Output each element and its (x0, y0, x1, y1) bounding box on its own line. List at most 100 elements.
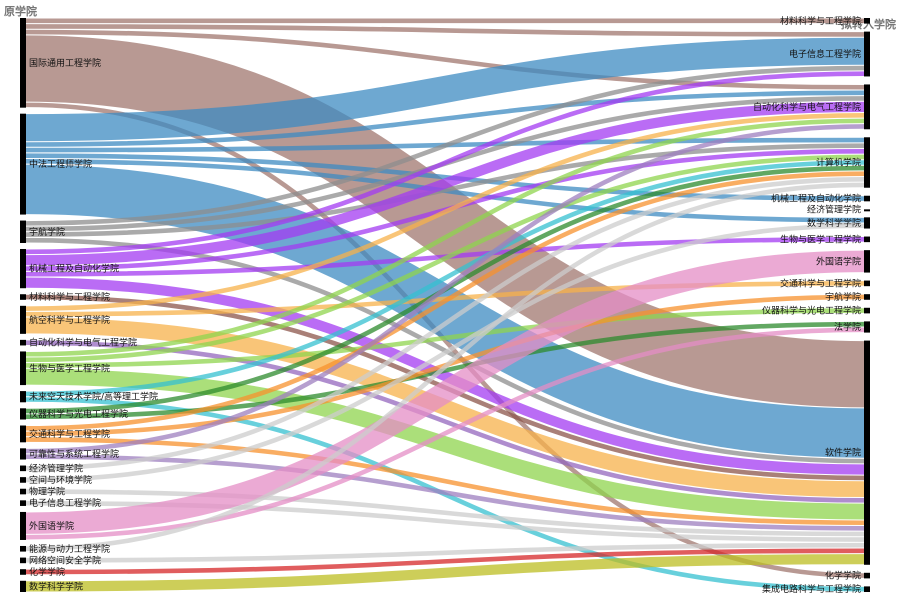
sankey-link[interactable] (25, 542, 865, 563)
sankey-link[interactable] (25, 171, 865, 431)
source-node-label: 未来空天技术学院/高等理工学院 (29, 391, 158, 403)
source-node-label: 材料科学与工程学院 (29, 291, 110, 303)
target-node[interactable] (864, 18, 870, 24)
sankey-link[interactable] (25, 340, 865, 503)
target-node[interactable] (864, 307, 870, 314)
target-node-label: 化学学院 (825, 570, 861, 582)
source-node-label: 交通科学与工程学院 (29, 428, 110, 440)
source-node[interactable] (20, 294, 26, 300)
sankey-link[interactable] (25, 101, 865, 266)
sankey-link[interactable] (25, 160, 865, 397)
sankey-link[interactable] (25, 327, 865, 540)
sankey-link[interactable] (25, 71, 865, 255)
source-node[interactable] (20, 488, 26, 495)
source-node[interactable] (20, 580, 26, 592)
sankey-link[interactable] (25, 35, 865, 408)
source-node[interactable] (20, 511, 26, 540)
sankey-link[interactable] (25, 437, 865, 526)
sankey-link[interactable] (25, 177, 865, 471)
target-node[interactable] (864, 572, 870, 579)
sankey-link[interactable] (25, 368, 865, 520)
source-node-label: 自动化科学与电气工程学院 (29, 337, 137, 349)
target-node[interactable] (864, 294, 870, 300)
source-node-label: 外国语学院 (29, 520, 74, 532)
source-node-label: 航空科学与工程学院 (29, 314, 110, 326)
source-column-header: 原学院 (4, 5, 37, 18)
source-node[interactable] (20, 569, 26, 575)
sankey-link[interactable] (25, 37, 865, 142)
source-node-label: 生物与医学工程学院 (29, 362, 110, 374)
source-node-label: 数学科学学院 (29, 580, 83, 592)
sankey-link[interactable] (25, 223, 865, 483)
source-node[interactable] (20, 351, 26, 386)
target-node[interactable] (864, 209, 870, 212)
source-node[interactable] (20, 465, 26, 472)
sankey-link[interactable] (25, 250, 865, 534)
source-node[interactable] (20, 18, 26, 108)
source-node[interactable] (20, 305, 26, 334)
source-node-label: 化学学院 (29, 566, 65, 578)
sankey-link[interactable] (25, 182, 865, 552)
sankey-link[interactable] (25, 112, 865, 311)
sankey-link[interactable] (25, 90, 865, 147)
target-node[interactable] (864, 236, 870, 243)
source-node-label: 国际通用工程学院 (29, 57, 101, 69)
source-node[interactable] (20, 545, 26, 552)
target-node[interactable] (864, 340, 870, 565)
sankey-link[interactable] (25, 164, 865, 458)
source-node[interactable] (20, 557, 26, 564)
sankey-link[interactable] (25, 554, 865, 592)
source-node[interactable] (20, 391, 26, 403)
source-node[interactable] (20, 408, 26, 420)
target-node-label: 电子信息工程学院 (789, 48, 861, 60)
target-node[interactable] (864, 217, 870, 229)
target-node-label: 材料科学与工程学院 (780, 15, 861, 27)
target-node-label: 数学科学学院 (807, 217, 861, 229)
source-node[interactable] (20, 248, 26, 289)
source-node-label: 仪器科学与光电工程学院 (29, 408, 128, 420)
source-node[interactable] (20, 500, 26, 506)
sankey-link[interactable] (25, 118, 865, 357)
target-node[interactable] (864, 250, 870, 273)
sankey-link[interactable] (25, 308, 865, 368)
sankey-link[interactable] (25, 154, 865, 363)
source-node[interactable] (20, 113, 26, 215)
sankey-link[interactable] (25, 277, 865, 475)
source-node-label: 宇航学院 (29, 226, 65, 238)
source-node-label: 能源与动力工程学院 (29, 543, 110, 555)
sankey-link[interactable] (25, 24, 865, 37)
target-node-label: 仪器科学与光电工程学院 (762, 305, 861, 317)
source-node[interactable] (20, 448, 26, 460)
sankey-link[interactable] (25, 143, 865, 237)
source-node-label: 电子信息工程学院 (29, 497, 101, 509)
target-node-label: 自动化科学与电气工程学院 (753, 101, 861, 113)
source-node[interactable] (20, 425, 26, 443)
target-node-label: 交通科学与工程学院 (780, 277, 861, 289)
sankey-link[interactable] (25, 317, 865, 498)
source-node-label: 中法工程师学院 (29, 158, 92, 170)
source-node-label: 可靠性与系统工程学院 (29, 448, 119, 460)
source-node-label: 机械工程及自动化学院 (29, 263, 119, 275)
sankey-link[interactable] (25, 489, 865, 537)
target-node[interactable] (864, 280, 870, 287)
target-node[interactable] (864, 31, 870, 77)
source-node-label: 空间与环境学院 (29, 474, 92, 486)
sankey-link[interactable] (25, 124, 865, 454)
target-node-label: 机械工程及自动化学院 (771, 193, 861, 205)
source-node[interactable] (20, 220, 26, 243)
source-node-label: 网络空间安全学院 (29, 554, 101, 566)
target-node[interactable] (864, 586, 870, 592)
sankey-link[interactable] (25, 548, 865, 575)
source-node[interactable] (20, 477, 26, 483)
target-node[interactable] (864, 195, 870, 202)
target-node-label: 软件学院 (825, 447, 861, 459)
target-node[interactable] (864, 321, 870, 333)
source-node-label: 经济管理学院 (29, 462, 83, 474)
source-node[interactable] (20, 339, 26, 346)
target-node-label: 宇航学院 (825, 291, 861, 303)
sankey-link[interactable] (25, 65, 865, 226)
target-node[interactable] (864, 137, 870, 188)
sankey-link[interactable] (25, 454, 865, 531)
target-node[interactable] (864, 84, 870, 130)
